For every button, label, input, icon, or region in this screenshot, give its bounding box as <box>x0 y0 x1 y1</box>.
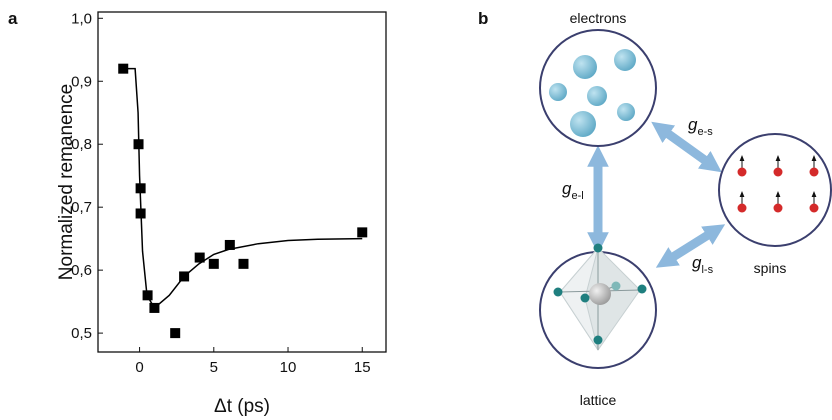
data-point <box>357 227 368 238</box>
spins-node <box>718 133 832 247</box>
plot-frame <box>97 11 387 353</box>
x-tick-label: 15 <box>354 359 371 376</box>
spin-dot <box>809 203 819 213</box>
y-tick-label: 0,6 <box>71 262 92 279</box>
electron-spheres <box>549 49 636 137</box>
panel-label: a <box>8 9 18 28</box>
node-label: lattice <box>580 392 617 408</box>
coupling-label: ge-s <box>688 115 713 138</box>
data-point <box>170 328 181 339</box>
data-point <box>118 63 129 74</box>
y-tick-label: 0,8 <box>71 136 92 153</box>
coupling-arrow <box>651 121 722 173</box>
x-axis-label: Δt (ps) <box>214 396 270 417</box>
data-point <box>208 258 219 269</box>
y-tick-label: 0,9 <box>71 73 92 90</box>
spin-dot <box>773 167 783 177</box>
coupling-arrow <box>655 224 726 268</box>
y-tick-label: 1,0 <box>71 10 92 27</box>
diagram: electrons spins lattice ge-s ge-l gl-s <box>539 10 832 408</box>
panel-label: b <box>478 9 488 28</box>
x-tick-label: 5 <box>210 359 218 376</box>
y-tick-label: 0,5 <box>71 325 92 342</box>
y-tick-label: 0,7 <box>71 199 92 216</box>
spin-dot <box>737 167 747 177</box>
node-label: electrons <box>570 10 627 26</box>
coupling-label: ge-l <box>562 179 584 202</box>
data-point <box>194 252 205 263</box>
fit-line <box>124 67 363 310</box>
octahedron <box>553 243 647 351</box>
spin-dot <box>737 203 747 213</box>
spin-dot <box>809 167 819 177</box>
spin-arrows <box>737 155 819 213</box>
x-tick-label: 10 <box>280 359 297 376</box>
node-label: spins <box>754 260 787 276</box>
spin-dot <box>773 203 783 213</box>
data-point <box>224 239 235 250</box>
y-axis-label: Normalized remanence <box>56 84 77 280</box>
data-point <box>238 258 249 269</box>
x-tick-label: 0 <box>135 359 143 376</box>
coupling-label: gl-s <box>692 253 714 276</box>
